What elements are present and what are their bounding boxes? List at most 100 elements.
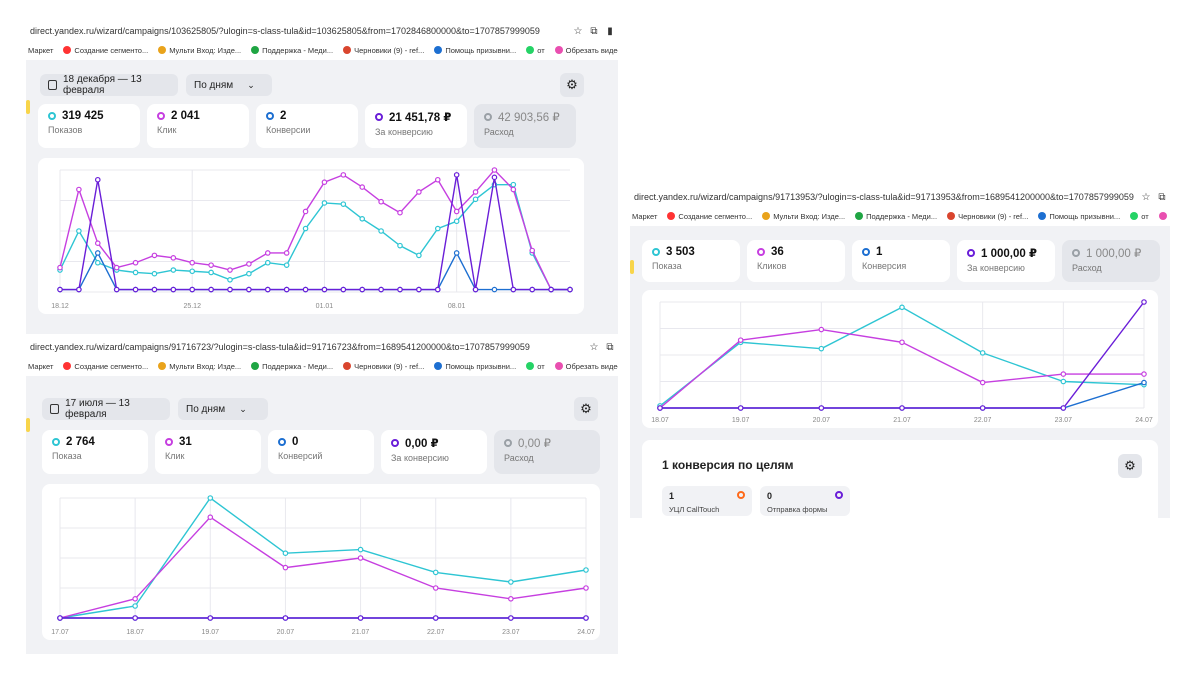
bookmark-item[interactable]: Обрезать видео он... [1158,212,1170,221]
metric-card[interactable]: 42 903,56 ₽ Расход [474,104,576,148]
data-point[interactable] [453,218,460,225]
data-point[interactable] [453,208,460,215]
data-point[interactable] [321,200,328,206]
data-point[interactable] [657,405,663,411]
data-point[interactable] [264,250,271,256]
data-point[interactable] [132,596,138,602]
data-point[interactable] [151,270,158,277]
metric-card[interactable]: 2 041 Клик [147,104,249,148]
data-point[interactable] [397,209,403,216]
data-point[interactable] [818,405,825,411]
address-bar[interactable]: direct.yandex.ru/wizard/campaigns/103625… [26,22,618,40]
data-point[interactable] [113,264,120,271]
data-point[interactable] [491,167,498,173]
data-point[interactable] [434,225,441,232]
bookmark-item[interactable]: от [1130,212,1149,221]
data-point[interactable] [510,181,517,188]
data-point[interactable] [548,286,554,293]
data-point[interactable] [189,268,196,275]
bookmark-item[interactable]: Создание сегменто... [63,362,148,371]
granularity-select[interactable]: По дням ⌄ [178,398,268,420]
data-point[interactable] [416,252,422,259]
data-point[interactable] [1141,379,1147,386]
bookmark-item[interactable]: Черновики (9) - ref... [343,46,424,55]
data-point[interactable] [1060,405,1067,411]
data-point[interactable] [979,405,986,411]
bookmark-item[interactable]: Мульти Вход: Изде... [158,362,241,371]
data-point[interactable] [397,286,403,293]
url-text[interactable]: direct.yandex.ru/wizard/campaigns/917139… [634,192,1134,202]
data-point[interactable] [76,228,82,234]
data-point[interactable] [737,337,744,343]
goal-card-form[interactable]: 0 Отправка формы [760,486,850,516]
goals-settings-gear-icon[interactable]: ⚙ [1118,454,1142,478]
data-point[interactable] [151,286,158,293]
metric-card[interactable]: 1 000,00 ₽ Расход [1062,240,1160,282]
data-point[interactable] [76,286,82,293]
data-point[interactable] [208,286,214,293]
data-point[interactable] [208,269,214,276]
data-point[interactable] [94,176,101,183]
star-icon[interactable]: ☆ [589,341,599,353]
data-point[interactable] [491,174,498,181]
data-point[interactable] [508,596,514,602]
data-point[interactable] [227,277,233,283]
metric-card[interactable]: 1 Конверсия [852,240,950,282]
data-point[interactable] [282,615,289,621]
data-point[interactable] [491,286,498,293]
data-point[interactable] [302,286,309,293]
granularity-select[interactable]: По дням ⌄ [186,74,272,96]
data-point[interactable] [472,286,479,293]
data-point[interactable] [357,546,364,553]
bookmark-item[interactable]: Создание сегменто... [63,46,148,55]
data-point[interactable] [510,186,517,193]
bookmark-item[interactable]: Обрезать видео он... [554,362,618,371]
data-point[interactable] [453,172,460,178]
data-point[interactable] [357,555,364,561]
data-point[interactable] [378,198,384,205]
metric-card[interactable]: 0 Конверсий [268,430,374,474]
data-point[interactable] [378,286,384,293]
data-point[interactable] [359,215,366,222]
bookmark-item[interactable]: Поддержка - Меди... [251,362,333,371]
data-point[interactable] [432,569,439,576]
metric-card[interactable]: 31 Клик [155,430,261,474]
sidebar-icon[interactable]: ▮ [607,25,613,37]
data-point[interactable] [132,259,139,266]
data-point[interactable] [508,615,514,621]
metric-card[interactable]: 2 Конверсии [256,104,358,148]
data-point[interactable] [57,286,63,293]
bookmark-item[interactable]: Маркет [28,362,53,371]
bookmark-item[interactable]: Помощь призывни... [1038,212,1120,221]
extension-icon[interactable]: ⧉ [606,341,614,353]
data-point[interactable] [583,585,589,591]
data-point[interactable] [189,259,196,266]
data-point[interactable] [207,495,214,501]
data-point[interactable] [510,286,517,293]
data-point[interactable] [170,267,177,273]
data-point[interactable] [132,286,139,293]
address-bar[interactable]: direct.yandex.ru/wizard/campaigns/917139… [630,188,1170,206]
url-text[interactable]: direct.yandex.ru/wizard/campaigns/917167… [30,342,530,352]
data-point[interactable] [207,514,214,521]
data-point[interactable] [1141,299,1147,305]
data-point[interactable] [567,286,573,293]
data-point[interactable] [264,259,271,266]
data-point[interactable] [76,186,82,193]
data-point[interactable] [397,242,403,249]
data-point[interactable] [378,228,384,234]
bookmark-item[interactable]: Обрезать видео он... [554,46,618,55]
data-point[interactable] [208,262,214,268]
data-point[interactable] [899,304,905,311]
star-icon[interactable]: ☆ [573,25,583,37]
data-point[interactable] [529,286,536,293]
bookmark-item[interactable]: Поддержка - Меди... [251,46,333,55]
settings-gear-icon[interactable]: ⚙ [560,73,584,97]
data-point[interactable] [283,250,290,256]
date-range-button[interactable]: 17 июля — 13 февраля [42,398,170,420]
settings-gear-icon[interactable]: ⚙ [574,397,598,421]
data-point[interactable] [583,567,589,573]
data-point[interactable] [227,286,233,293]
data-point[interactable] [132,615,138,621]
data-point[interactable] [508,579,514,585]
